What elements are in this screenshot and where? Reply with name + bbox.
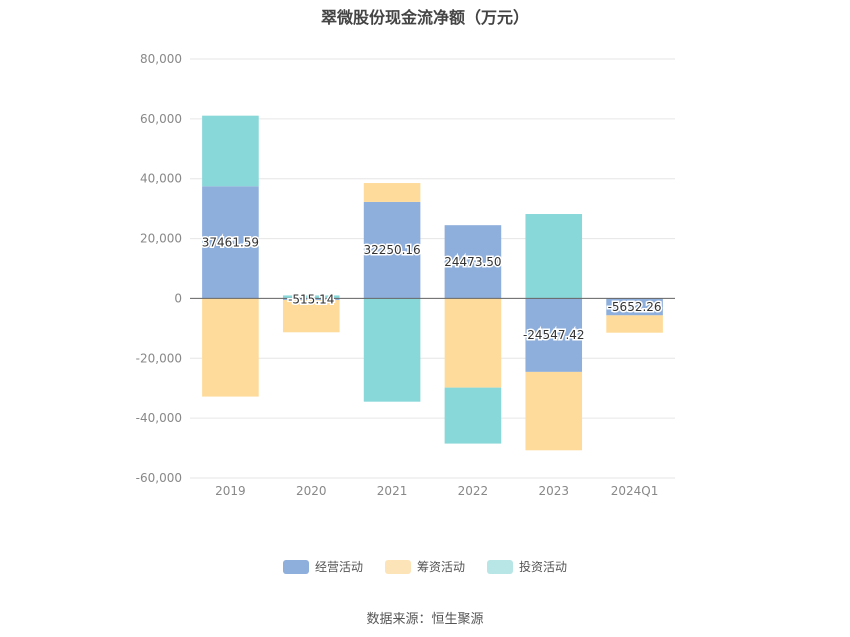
y-tick-label: 0: [174, 291, 182, 305]
bar-financing: [444, 298, 502, 388]
chart-legend: 经营活动 筹资活动 投资活动: [0, 558, 850, 575]
x-tick-label: 2022: [458, 484, 489, 498]
data-label: 32250.16: [363, 243, 420, 257]
legend-label-investing: 投资活动: [519, 560, 568, 574]
legend-swatch-operating: [282, 559, 309, 574]
x-tick-label: 2023: [538, 484, 569, 498]
chart-svg: -60,000 -40,000 -20,000 0 20,000 40,000 60,000…: [136, 52, 675, 498]
legend-swatch-financing: [384, 559, 411, 574]
bar-investing: [444, 387, 502, 444]
bar-investing: [363, 298, 421, 402]
bar-operating: [202, 186, 259, 299]
bar-financing: [282, 299, 340, 333]
bar-operating: [525, 298, 583, 372]
bar-operating: [282, 298, 340, 300]
y-tick-label: -60,000: [136, 471, 182, 485]
legend-item-operating[interactable]: 经营活动: [282, 558, 363, 575]
legend-item-financing[interactable]: 筹资活动: [384, 558, 465, 575]
y-tick-label: -20,000: [136, 351, 182, 365]
bar-investing: [525, 214, 583, 299]
y-tick-label: 60,000: [140, 112, 182, 126]
bar-operating: [444, 225, 502, 299]
bar-financing: [606, 315, 663, 333]
chart-title: 翠微股份现金流净额（万元）: [320, 8, 529, 27]
y-tick-label: 40,000: [140, 172, 182, 186]
legend-label-operating: 经营活动: [314, 560, 363, 574]
bar-financing: [363, 183, 421, 202]
bar-investing: [202, 115, 259, 187]
bar-operating: [606, 298, 663, 316]
data-label: -5652.26: [608, 300, 662, 314]
y-tick-label: 20,000: [140, 232, 182, 246]
bar-financing: [525, 371, 583, 451]
legend-item-investing[interactable]: 投资活动: [487, 558, 567, 575]
bar-financing: [202, 298, 259, 397]
x-tick-label: 2024Q1: [611, 484, 659, 498]
legend-label-financing: 筹资活动: [416, 560, 465, 574]
data-source: 数据来源：恒生聚源: [366, 612, 484, 627]
data-label: -515.14: [288, 292, 334, 306]
bar-investing: [282, 295, 340, 299]
y-tick-label: -40,000: [136, 411, 182, 425]
data-label: 24473.50: [444, 255, 501, 269]
y-tick-label: 80,000: [140, 52, 182, 66]
data-label: -24547.42: [523, 328, 585, 342]
x-tick-label: 2020: [296, 484, 327, 498]
data-label: 37461.59: [202, 235, 259, 249]
x-tick-label: 2019: [215, 484, 246, 498]
legend-swatch-investing: [487, 559, 513, 574]
bar-operating: [363, 201, 421, 299]
x-tick-label: 2021: [377, 484, 408, 498]
